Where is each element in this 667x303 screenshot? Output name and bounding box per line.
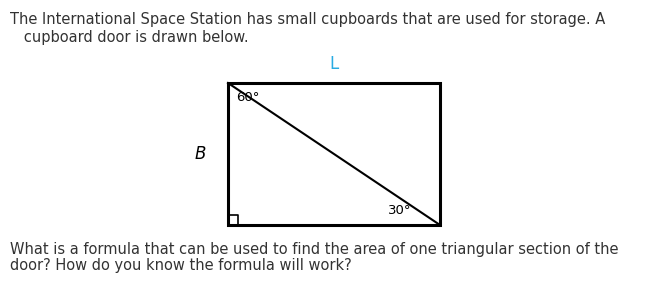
Text: 60°: 60° — [236, 91, 259, 104]
Text: cupboard door is drawn below.: cupboard door is drawn below. — [10, 30, 249, 45]
Text: The International Space Station has small cupboards that are used for storage. A: The International Space Station has smal… — [10, 12, 605, 27]
Text: door? How do you know the formula will work?: door? How do you know the formula will w… — [10, 258, 352, 273]
Text: 30°: 30° — [388, 204, 412, 217]
Text: What is a formula that can be used to find the area of one triangular section of: What is a formula that can be used to fi… — [10, 242, 618, 257]
Text: B: B — [194, 145, 205, 163]
Text: L: L — [329, 55, 339, 73]
Bar — [228, 83, 440, 225]
